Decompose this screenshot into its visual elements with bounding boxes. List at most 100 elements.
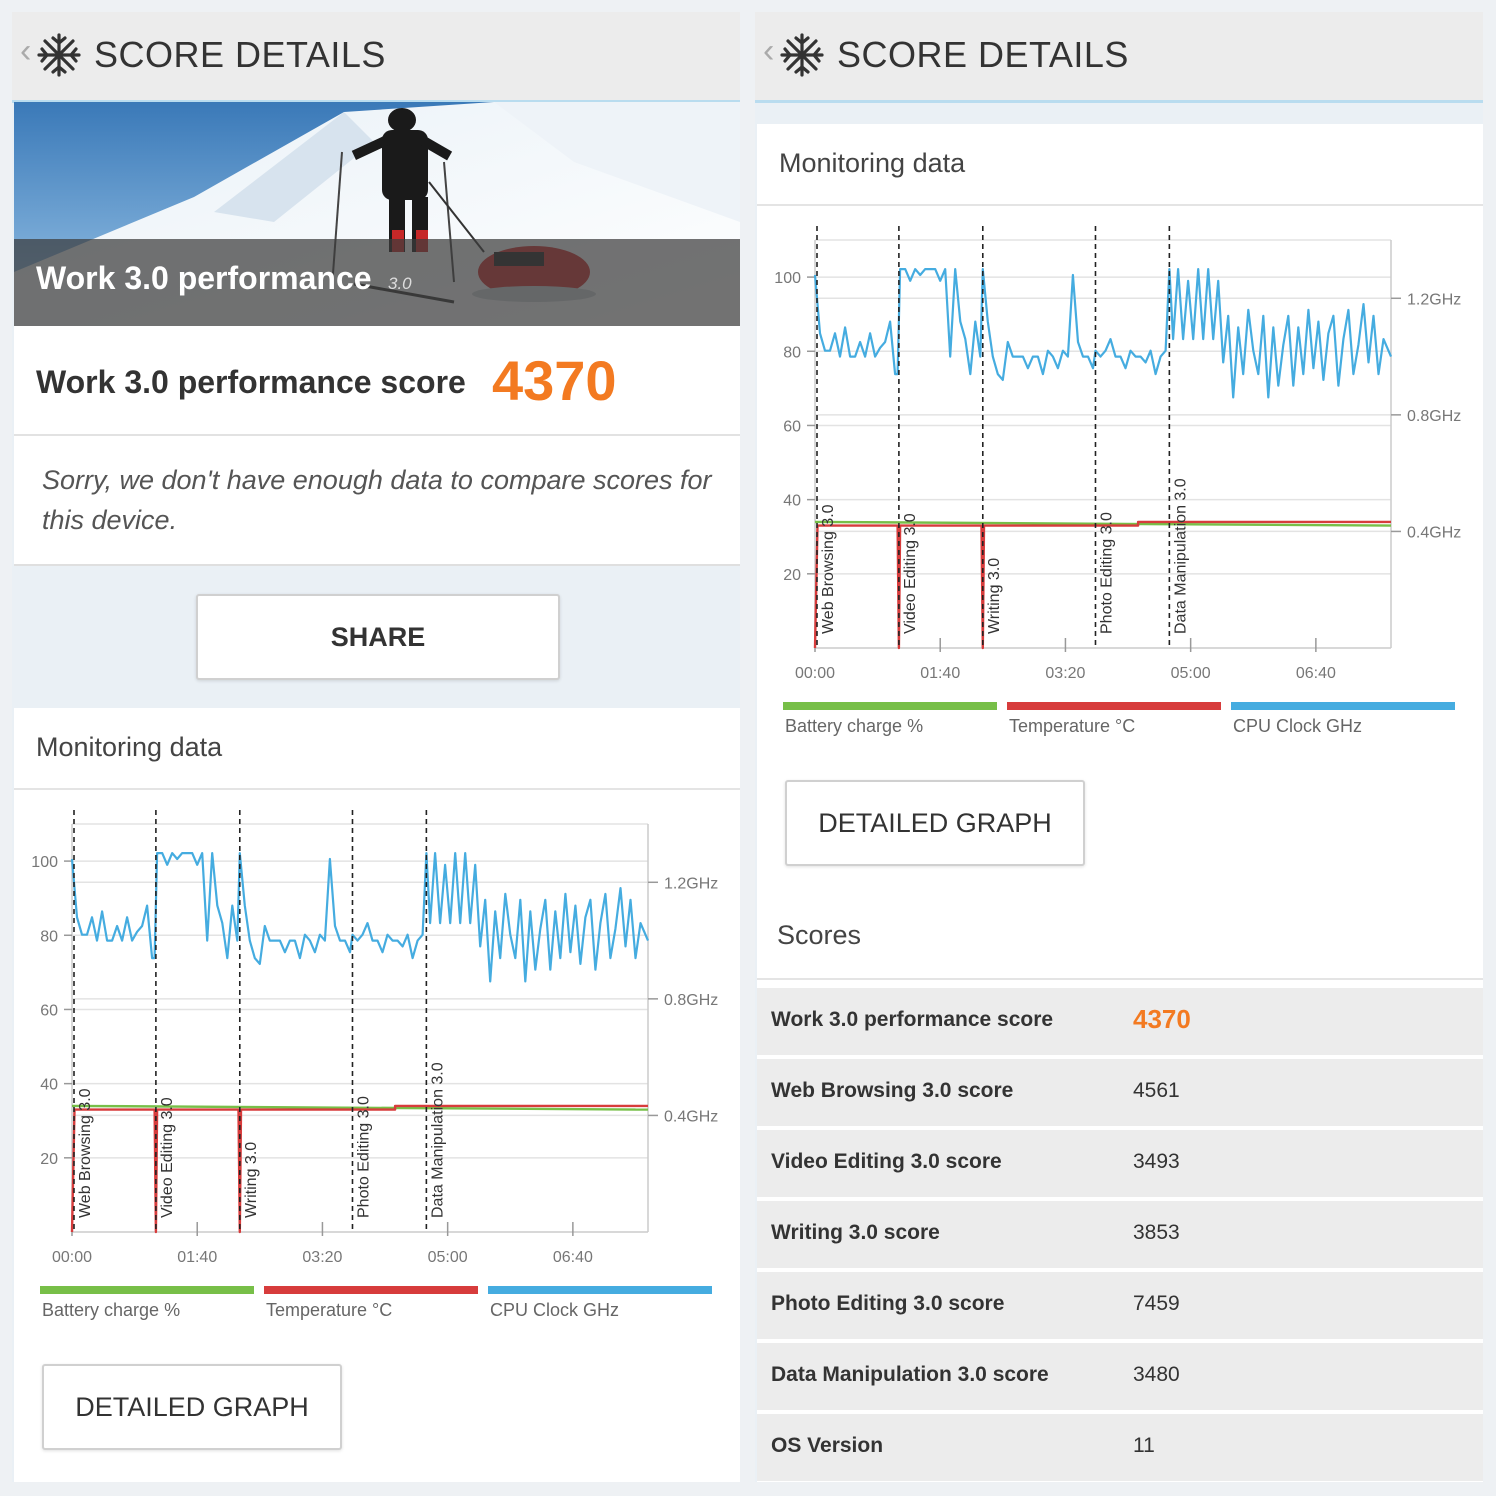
snowflake-icon [780, 33, 824, 77]
back-chevron-icon[interactable]: ‹ [763, 32, 775, 70]
y-tick-label: 60 [783, 418, 801, 435]
score-row-value: 4370 [1133, 1004, 1191, 1034]
legend-label-battery: Battery charge % [42, 1300, 181, 1320]
score-details-screen-left: ‹ SCORE DETAILS [12, 12, 740, 1482]
test-marker-label: Data Manipulation 3.0 [1172, 478, 1189, 634]
x-tick-label: 01:40 [177, 1249, 217, 1266]
series-line-battery [814, 520, 1392, 527]
legend-swatch-battery [783, 702, 997, 710]
benchmark-version: 3.0 [388, 274, 412, 293]
score-row-web-browsing: Web Browsing 3.0 score 4561 [757, 1059, 1483, 1130]
screen-title: SCORE DETAILS [94, 34, 386, 75]
x-tick-label: 00:00 [795, 665, 835, 682]
legend-label-temperature: Temperature °C [266, 1300, 393, 1320]
score-row-writing: Writing 3.0 score 3853 [757, 1201, 1483, 1272]
x-tick-label: 05:00 [428, 1249, 468, 1266]
test-marker-label: Photo Editing 3.0 [1098, 512, 1115, 634]
monitoring-card: Monitoring data 20 40 60 80 100 0.4GHz 0.8GHz 1… [14, 708, 740, 1482]
snowflake-icon [37, 33, 81, 77]
divider [14, 788, 740, 790]
series-line-temperature [70, 1104, 648, 1234]
score-value: 4370 [492, 349, 617, 412]
test-marker-label: Video Editing 3.0 [902, 513, 919, 634]
x-tick-label: 05:00 [1171, 665, 1211, 682]
app-header: ‹ SCORE DETAILS [755, 12, 1483, 103]
divider [757, 978, 1483, 980]
score-details-screen-right: ‹ SCORE DETAILS Monitoring data 20 40 60 80… [755, 12, 1483, 1482]
score-row-label: Data Manipulation 3.0 score [771, 1363, 1049, 1386]
test-marker-label: Data Manipulation 3.0 [429, 1062, 446, 1218]
score-row-value: 3480 [1133, 1363, 1180, 1386]
score-row-label: Video Editing 3.0 score [771, 1150, 1002, 1173]
score-row-value: 7459 [1133, 1292, 1180, 1315]
legend-swatch-cpu [488, 1286, 712, 1294]
scores-title: Scores [777, 920, 862, 950]
score-row-label: Photo Editing 3.0 score [771, 1292, 1005, 1315]
score-row-label: Work 3.0 performance score [771, 1008, 1054, 1031]
test-marker-label: Web Browsing 3.0 [77, 1088, 94, 1218]
y-tick-label: 40 [40, 1077, 58, 1094]
y-tick-label: 60 [40, 1002, 58, 1019]
score-card: Work 3.0 performance score 4370 [14, 326, 740, 436]
benchmark-name: Work 3.0 performance [36, 260, 372, 296]
monitoring-chart: 20 40 60 80 100 0.4GHz 0.8GHz 1.2GHz 00:00 01:40 0… [774, 226, 1461, 682]
comparison-message: Sorry, we don't have enough data to comp… [42, 465, 712, 535]
series-line-battery [71, 1104, 649, 1111]
legend-label-temperature: Temperature °C [1009, 716, 1136, 736]
score-row-value: 3493 [1133, 1150, 1180, 1173]
legend-swatch-temperature [264, 1286, 478, 1294]
hero-image: Work 3.0 performance 3.0 [14, 102, 740, 326]
detailed-graph-button[interactable]: DETAILED GRAPH [785, 780, 1085, 866]
score-row-work: Work 3.0 performance score 4370 [757, 988, 1483, 1059]
legend-label-cpu: CPU Clock GHz [490, 1300, 620, 1320]
y-tick-label: 20 [783, 567, 801, 584]
back-chevron-icon[interactable]: ‹ [20, 32, 32, 70]
test-marker-label: Photo Editing 3.0 [355, 1096, 372, 1218]
test-marker-label: Writing 3.0 [243, 1142, 260, 1218]
screen-title: SCORE DETAILS [837, 34, 1129, 75]
divider [757, 204, 1483, 206]
y-right-tick-label: 1.2GHz [1407, 291, 1461, 308]
x-tick-label: 06:40 [1296, 665, 1336, 682]
y-tick-label: 100 [31, 854, 58, 871]
monitoring-title: Monitoring data [779, 148, 966, 178]
test-marker-label: Writing 3.0 [986, 558, 1003, 634]
hero-banner [14, 239, 740, 326]
skier-mountain-illustration [14, 102, 740, 326]
x-tick-label: 06:40 [553, 1249, 593, 1266]
detailed-graph-button[interactable]: DETAILED GRAPH [42, 1364, 342, 1450]
share-button[interactable]: SHARE [196, 594, 560, 680]
score-row-value: 3853 [1133, 1221, 1180, 1244]
legend-swatch-cpu [1231, 702, 1455, 710]
score-row-value: 4561 [1133, 1079, 1180, 1102]
monitoring-title: Monitoring data [36, 732, 223, 762]
comparison-message-card: Sorry, we don't have enough data to comp… [14, 436, 740, 566]
y-right-tick-label: 0.4GHz [664, 1108, 718, 1125]
series-line-cpu [70, 851, 650, 983]
score-row-video-editing: Video Editing 3.0 score 3493 [757, 1130, 1483, 1201]
score-label: Work 3.0 performance score [36, 364, 466, 400]
score-row-os-version: OS Version 11 [757, 1414, 1483, 1482]
x-tick-label: 03:20 [1045, 665, 1085, 682]
score-row-data-manipulation: Data Manipulation 3.0 score 3480 [757, 1343, 1483, 1414]
score-row-label: Writing 3.0 score [771, 1221, 940, 1244]
y-right-tick-label: 0.4GHz [1407, 524, 1461, 541]
score-row-value: 11 [1133, 1434, 1155, 1457]
series-line-temperature [813, 520, 1391, 650]
test-marker-label: Video Editing 3.0 [159, 1097, 176, 1218]
legend-label-cpu: CPU Clock GHz [1233, 716, 1363, 736]
test-marker-label: Web Browsing 3.0 [820, 504, 837, 634]
y-right-tick-label: 1.2GHz [664, 875, 718, 892]
series-line-cpu [813, 267, 1393, 399]
x-tick-label: 03:20 [302, 1249, 342, 1266]
x-tick-label: 00:00 [52, 1249, 92, 1266]
score-row-label: OS Version [771, 1434, 884, 1457]
monitoring-card: Monitoring data 20 40 60 80 100 0.4GHz 0.8GHz 1… [757, 124, 1483, 1482]
y-tick-label: 80 [40, 928, 58, 945]
monitoring-chart: 20 40 60 80 100 0.4GHz 0.8GHz 1.2GHz 00:00 01:40 0… [31, 810, 718, 1266]
y-tick-label: 100 [774, 270, 801, 287]
legend-swatch-temperature [1007, 702, 1221, 710]
y-tick-label: 20 [40, 1151, 58, 1168]
app-header: ‹ SCORE DETAILS [12, 12, 740, 103]
x-tick-label: 01:40 [920, 665, 960, 682]
